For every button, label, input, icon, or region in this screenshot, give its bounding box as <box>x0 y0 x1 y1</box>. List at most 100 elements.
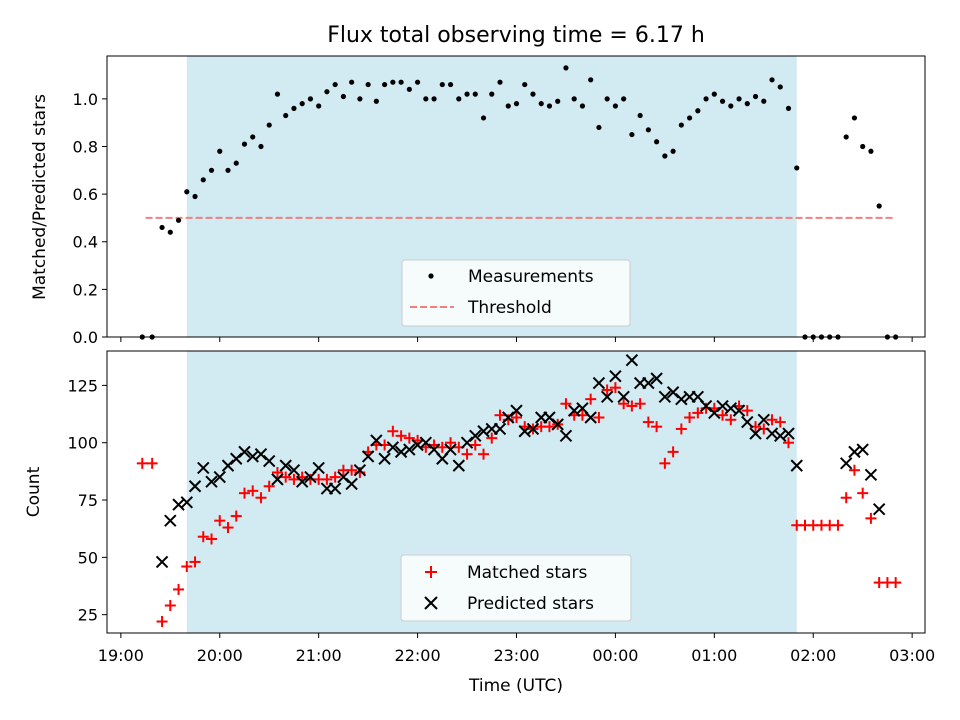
legend-predicted-label: Predicted stars <box>467 594 594 614</box>
matched-star-point <box>436 441 448 453</box>
predicted-star-point <box>345 477 358 491</box>
count-y-tick-label: 50 <box>78 548 98 567</box>
predicted-star-point <box>205 475 218 488</box>
matched-star-point <box>214 515 226 527</box>
predicted-star-point <box>600 390 614 404</box>
measurement-point <box>794 165 800 171</box>
measurement-point <box>258 143 264 150</box>
measurement-point <box>612 103 619 109</box>
measurement-point <box>785 105 792 111</box>
ratio-panel: 0.0 0.2 0.4 0.6 0.8 1.0 Matched/Predicted sta… <box>30 55 926 347</box>
count-panel: 25 50 75 100 125 19:00 20:00 21:00 22:00 23:00 00… <box>24 350 935 696</box>
measurement-point <box>736 96 742 102</box>
ratio-panel-frame <box>106 55 926 338</box>
count-y-axis-label: Count <box>24 466 44 517</box>
measurement-point <box>464 91 470 97</box>
predicted-star-point <box>642 376 655 390</box>
x-tick-label: 01:00 <box>691 646 737 665</box>
matched-star-point <box>560 398 572 410</box>
measurement-point <box>563 65 569 71</box>
matched-star-point <box>197 531 209 543</box>
measurement-point <box>505 103 511 109</box>
predicted-star-point <box>510 404 523 417</box>
measurement-point <box>406 86 412 92</box>
predicted-star-point <box>625 353 639 367</box>
predicted-star-point <box>757 413 770 426</box>
matched-star-point <box>478 448 490 460</box>
count-panel-frame <box>106 350 926 634</box>
measurement-point <box>225 167 231 173</box>
measurement-point <box>513 101 520 107</box>
chart-title: Flux total observing time = 6.17 h <box>327 23 705 48</box>
measurement-point <box>307 96 314 102</box>
measurement-point <box>472 91 478 97</box>
measurement-point <box>480 115 487 121</box>
predicted-star-point <box>617 390 630 404</box>
measurement-point <box>208 167 215 173</box>
predicted-star-point <box>864 468 878 482</box>
measurement-point <box>316 103 322 109</box>
predicted-star-point <box>469 429 482 443</box>
predicted-star-point <box>312 461 325 475</box>
matched-star-point <box>247 485 259 497</box>
predicted-star-point <box>452 459 466 472</box>
predicted-star-point <box>609 370 622 383</box>
matched-star-point <box>445 437 457 449</box>
count-y-tick-label: 25 <box>78 606 98 625</box>
ratio-y-axis-label: Matched/Predicted stars <box>30 94 50 300</box>
measurement-point <box>868 148 874 154</box>
matched-star-point <box>469 439 481 451</box>
measurement-point <box>200 177 206 183</box>
measurement-point <box>744 101 750 107</box>
matched-star-point <box>164 599 176 611</box>
predicted-star-point <box>839 457 853 470</box>
x-tick-label: 02:00 <box>790 646 836 665</box>
predicted-star-point <box>790 459 803 472</box>
matched-star-point <box>848 464 860 476</box>
predicted-star-point <box>732 404 746 417</box>
legend-threshold-label: Threshold <box>467 298 552 318</box>
predicted-star-point <box>592 376 606 390</box>
measurement-point <box>241 141 248 147</box>
matched-star-point <box>403 432 415 444</box>
measurement-point <box>629 131 635 138</box>
ratio-y-tick-label: 0.2 <box>73 280 98 299</box>
predicted-star-point <box>197 461 210 475</box>
predicted-star-point <box>328 482 342 495</box>
matched-star-point <box>642 416 654 428</box>
predicted-star-point <box>164 514 177 527</box>
predicted-star-point <box>370 434 383 447</box>
matched-star-point <box>684 411 696 423</box>
measurement-point <box>596 124 602 131</box>
matched-star-point <box>840 492 852 504</box>
predicted-star-point <box>213 470 226 484</box>
count-legend: Matched stars Predicted stars <box>400 554 632 622</box>
measurement-point <box>291 105 297 111</box>
predicted-star-point <box>584 411 597 424</box>
measurement-point <box>398 79 404 85</box>
measurement-point <box>283 112 289 119</box>
x-tick-label: 23:00 <box>493 646 539 665</box>
x-tick-label: 21:00 <box>296 646 342 665</box>
matched-star-point <box>288 473 300 485</box>
measurement-point <box>382 81 388 88</box>
matched-star-point <box>181 561 193 573</box>
measurement-point <box>761 98 767 104</box>
measurement-point <box>250 134 256 140</box>
predicted-star-point <box>444 443 457 456</box>
ratio-y-tick-label: 0.4 <box>73 233 98 252</box>
predicted-star-point <box>403 443 416 456</box>
predicted-star-point <box>353 464 367 477</box>
measurement-point <box>637 112 643 119</box>
predicted-star-point <box>155 555 169 569</box>
predicted-star-point <box>263 454 276 468</box>
predicted-star-point <box>295 475 309 488</box>
measurement-point <box>588 77 594 83</box>
matched-star-point <box>618 398 630 410</box>
measurement-point <box>522 81 528 88</box>
measurement-point <box>703 96 709 102</box>
measurement-point <box>843 134 849 140</box>
count-y-tick-label: 125 <box>67 376 98 395</box>
measurement-point <box>860 143 866 150</box>
measurement-point <box>711 91 717 97</box>
